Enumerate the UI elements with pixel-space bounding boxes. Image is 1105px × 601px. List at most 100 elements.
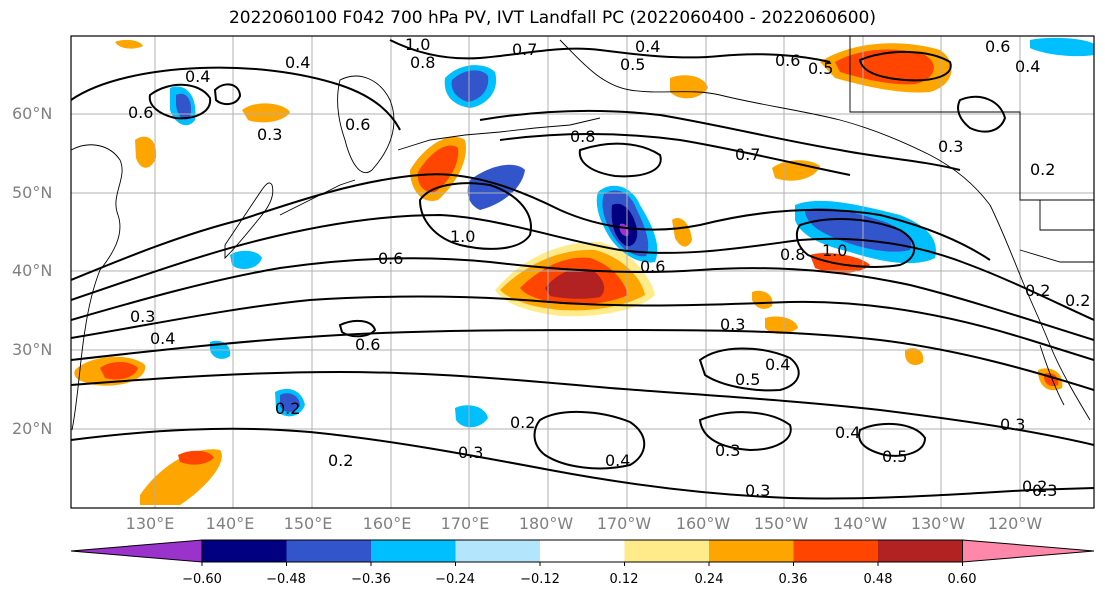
contour-line [533, 411, 646, 470]
lon-label: 140°W [832, 514, 888, 533]
contour-label: 0.4 [635, 37, 660, 56]
anomaly-positive-north-160w [670, 75, 708, 99]
contour-label: 0.3 [458, 443, 483, 462]
anomaly-positive-nw-corner [115, 39, 143, 49]
colorbar-extend-high [962, 539, 1095, 563]
contour-label: 0.7 [512, 40, 537, 59]
contour-label: 0.3 [1032, 481, 1057, 500]
colorbar-swatch [793, 540, 878, 562]
colorbar-tick-label: −0.60 [182, 572, 222, 587]
anomaly-positive-170e-red [417, 145, 459, 193]
contour-line [578, 142, 662, 178]
contour-line [71, 295, 1094, 361]
contour-label: 0.6 [378, 249, 403, 268]
contour-label: 0.4 [605, 451, 630, 470]
colorbar-tick-label: 0.48 [863, 572, 893, 587]
na-west-coastline [989, 204, 1091, 421]
contour-line [338, 319, 377, 338]
kuril-arc [279, 179, 356, 216]
contour-label: 0.2 [328, 451, 353, 470]
contour-label: 0.3 [715, 441, 740, 460]
contour-label: 0.3 [257, 125, 282, 144]
anomaly-negative-62n-mid [451, 70, 489, 102]
anomaly-positive-northwest [242, 103, 290, 123]
alaska-canada-border [849, 36, 1094, 201]
contour-label: 0.5 [620, 55, 645, 74]
contour-line [71, 66, 401, 131]
contour-line [71, 329, 1094, 391]
contour-label: 0.8 [780, 245, 805, 264]
contour-line [858, 51, 952, 82]
lat-label: 30°N [12, 340, 53, 359]
anomaly-positive-west-55n [135, 136, 157, 168]
colorbar-swatch [202, 540, 287, 562]
colorbar-tick-label: −0.48 [266, 572, 306, 587]
lon-label: 150°W [753, 514, 809, 533]
contour-label: 0.4 [765, 355, 790, 374]
colorbar-tick-label: 0.60 [947, 572, 977, 587]
anomaly-positive-130w-28n [905, 348, 924, 366]
colorbar-tick-label: 0.24 [694, 572, 724, 587]
contour-label: 0.3 [720, 315, 745, 334]
contour-label: 0.3 [1000, 415, 1025, 434]
contour-label: 1.0 [450, 227, 475, 246]
borders [849, 36, 1094, 263]
anomaly-negative-northwest-mid [176, 93, 192, 120]
colorbar-swatch [878, 540, 963, 562]
contour-line [858, 422, 927, 457]
colorbar [70, 539, 1095, 566]
colorbar-swatch [286, 540, 371, 562]
contour-label: 0.4 [1015, 57, 1040, 76]
anomaly-positive-southwest-red [178, 450, 214, 465]
anomaly-positive-south-140w [810, 253, 870, 273]
contour-line [71, 213, 1094, 321]
aleutian-arc [397, 117, 601, 151]
colorbar-tick-label: 0.36 [778, 572, 808, 587]
lon-label: 130°W [910, 514, 966, 533]
lon-label: 180°W [518, 514, 574, 533]
anomaly-positive-central-darkred [545, 268, 605, 299]
contour-line [389, 39, 831, 63]
anomaly-negative-ne-corner [1030, 37, 1094, 57]
contour-line [71, 427, 1094, 500]
contour-label: 1.0 [822, 241, 847, 260]
contour-label: 0.8 [410, 53, 435, 72]
contour-label: 0.4 [185, 67, 210, 86]
contour-line [213, 83, 242, 106]
anomaly-negative-west-40n [230, 250, 262, 270]
colorbar-swatch [455, 540, 540, 562]
contour-label: 0.4 [835, 423, 860, 442]
map-title: 2022060100 F042 700 hPa PV, IVT Landfall… [228, 8, 876, 28]
lon-label: 160°E [362, 514, 412, 533]
anomaly-positive-150w-32n [765, 316, 798, 334]
contour-label: 0.6 [985, 37, 1010, 56]
contour-line [795, 218, 916, 268]
contour-line [71, 257, 1094, 341]
colorbar-tick-label: −0.36 [351, 572, 391, 587]
contour-line [957, 95, 1007, 133]
contour-label: 0.4 [150, 329, 175, 348]
contour-label: 0.6 [128, 103, 153, 122]
japan-coastline [224, 182, 274, 260]
contour-line [148, 83, 212, 120]
contour-label: 0.2 [1025, 281, 1050, 300]
contour-label: 0.3 [938, 137, 963, 156]
contour-label: 0.6 [355, 335, 380, 354]
contour-label: 0.2 [1065, 291, 1090, 310]
contour-label: 0.4 [285, 53, 310, 72]
lon-label: 140°E [205, 514, 255, 533]
contour-line [698, 411, 792, 452]
lon-label: 120°W [987, 514, 1043, 533]
contour-line [499, 133, 851, 176]
asia-coastline [71, 144, 123, 431]
contour-line [479, 109, 961, 171]
us-border [1039, 200, 1094, 231]
anomaly-positive-155w-35n [752, 290, 773, 309]
anomaly-positive-165w-42n [672, 218, 692, 247]
lat-label: 50°N [12, 183, 53, 202]
contour-label: 0.6 [345, 115, 370, 134]
lon-label: 160°W [675, 514, 731, 533]
contour-label: 0.6 [775, 51, 800, 70]
contour-label: 0.3 [745, 481, 770, 500]
